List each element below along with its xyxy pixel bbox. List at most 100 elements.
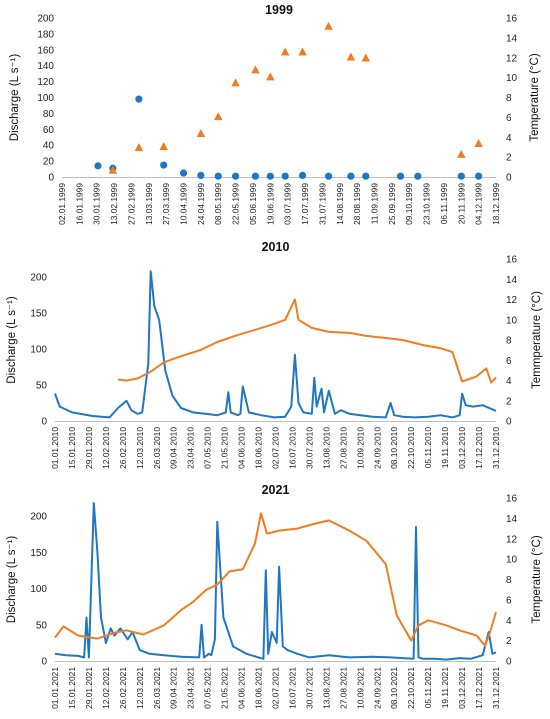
- temperature-point: [108, 165, 118, 174]
- x-tick-label: 04.06.2010: [237, 427, 247, 469]
- temperature-point: [231, 78, 240, 87]
- y2-tick-label: 4: [506, 133, 512, 144]
- x-tick-label: 26.02.2021: [118, 667, 128, 709]
- temperature-point: [298, 47, 307, 56]
- x-tick-label: 04.06.2021: [237, 667, 247, 709]
- x-tick-label: 13.02.1999: [109, 183, 119, 225]
- x-tick-label: 19.11.2021: [440, 667, 450, 709]
- y2-tick-label: 16: [506, 14, 518, 25]
- y-tick-label: 50: [36, 381, 48, 392]
- panel-2010: 2010 0 50 100 150 200 0 2 4 6 8 10 12 14 16 01.01.2010 1…: [6, 240, 543, 469]
- discharge-point: [266, 172, 274, 180]
- y-tick-label: 200: [30, 512, 47, 523]
- x-tick-label: 24.09.2010: [372, 427, 382, 469]
- discharge-point: [457, 172, 465, 180]
- x-tick-label: 24.04.1999: [196, 183, 206, 225]
- discharge-point: [197, 171, 205, 180]
- temperature-point: [196, 129, 206, 138]
- temperature-series-line: [54, 512, 497, 647]
- y2-tick-label: 8: [506, 336, 512, 347]
- y2-axis-label: Temmperature (°C): [531, 291, 543, 389]
- y2-tick-label: 0: [506, 417, 512, 428]
- discharge-point: [214, 172, 222, 180]
- discharge-point: [251, 172, 260, 180]
- y2-tick-label: 6: [506, 595, 512, 606]
- temperature-series-line: [117, 298, 497, 384]
- y-tick-label: 120: [37, 77, 54, 88]
- x-tick-label: 22.10.2021: [406, 667, 416, 709]
- y2-tick-label: 8: [506, 575, 512, 586]
- x-tick-label: 29.01.2010: [84, 427, 94, 469]
- x-tick-label: 27.08.2010: [338, 427, 348, 469]
- discharge-point: [396, 172, 405, 180]
- y-tick-label: 50: [36, 620, 48, 631]
- discharge-point: [160, 161, 168, 169]
- x-tick-label: 19.06.1999: [265, 183, 275, 225]
- temperature-point: [213, 112, 223, 121]
- x-tick-label: 02.07.2010: [271, 427, 281, 469]
- x-tick-label: 13.08.2021: [321, 667, 331, 709]
- x-tick-label: 08.05.1999: [213, 183, 223, 225]
- y2-tick-label: 2: [506, 636, 512, 647]
- x-tick-label: 29.01.2021: [84, 667, 94, 709]
- x-tick-label: 19.11.2010: [440, 427, 450, 469]
- x-tick-label: 23.10.1999: [422, 183, 432, 225]
- x-tick-label: 17.07.1999: [300, 183, 310, 225]
- x-tick-label: 02.01.1999: [57, 183, 67, 225]
- x-tick-label: 11.09.1999: [369, 183, 379, 225]
- y-tick-label: 20: [43, 157, 55, 168]
- x-tick-label: 03.07.1999: [283, 183, 293, 225]
- y2-tick-label: 6: [506, 356, 512, 367]
- x-tick-label: 30.01.1999: [92, 183, 102, 225]
- y2-tick-label: 12: [506, 53, 518, 64]
- x-tick-label: 05.06.1999: [248, 183, 258, 225]
- discharge-point: [298, 171, 307, 180]
- x-tick-label: 09.10.1999: [404, 183, 414, 225]
- x-tick-label: 16.07.2021: [287, 667, 297, 709]
- x-tick-label: 12.03.2021: [135, 667, 145, 709]
- y-tick-label: 200: [37, 14, 54, 25]
- x-tick-label: 30.07.2010: [304, 427, 314, 469]
- discharge-point: [135, 95, 143, 103]
- x-tick-label: 01.01.2021: [50, 667, 60, 709]
- discharge-point: [281, 172, 289, 180]
- x-tick-label: 23.04.2021: [186, 667, 196, 709]
- x-tick-label: 23.04.2010: [186, 427, 196, 469]
- x-tick-label: 07.05.2010: [203, 427, 213, 469]
- chart-title: 1999: [265, 3, 293, 17]
- temperature-point: [361, 53, 371, 62]
- x-tick-label: 04.12.1999: [474, 183, 484, 225]
- y-tick-label: 150: [30, 548, 47, 559]
- x-tick-label: 10.09.2021: [355, 667, 365, 709]
- x-tick-label: 24.09.2021: [372, 667, 382, 709]
- x-tick-label: 21.05.2021: [220, 667, 230, 709]
- x-tick-label: 02.07.2021: [271, 667, 281, 709]
- panel-2021: 2021 0 50 100 150 200 0 2 4 6 8 10 12 14 16 01.01.2021 1…: [6, 483, 543, 709]
- discharge-point: [475, 172, 483, 180]
- x-tick-label: 25.09.1999: [387, 183, 397, 225]
- temperature-point: [266, 72, 275, 81]
- y-tick-label: 100: [30, 345, 47, 356]
- x-tick-label: 13.08.2010: [321, 427, 331, 469]
- y2-tick-label: 4: [506, 616, 512, 627]
- y2-tick-label: 14: [506, 514, 518, 525]
- x-tick-label: 22.05.1999: [231, 183, 241, 225]
- y-tick-label: 100: [37, 93, 54, 104]
- x-tick-label: 31.07.1999: [317, 183, 327, 225]
- discharge-series-line: [54, 502, 497, 661]
- y-tick-label: 0: [41, 417, 47, 428]
- y-tick-label: 160: [37, 45, 54, 56]
- discharge-point: [232, 172, 240, 180]
- y2-tick-label: 12: [506, 534, 518, 545]
- x-tick-label: 20.11.1999: [456, 183, 466, 225]
- x-tick-label: 16.07.2010: [287, 427, 297, 469]
- x-tick-label: 15.01.2010: [67, 427, 77, 469]
- x-tick-label: 18.06.2010: [254, 427, 264, 469]
- y2-tick-label: 4: [506, 376, 512, 387]
- y2-tick-label: 12: [506, 295, 518, 306]
- x-tick-label: 13.03.1999: [144, 183, 154, 225]
- y-tick-label: 100: [30, 584, 47, 595]
- x-tick-label: 08.10.2021: [389, 667, 399, 709]
- x-tick-label: 15.01.2021: [67, 667, 77, 709]
